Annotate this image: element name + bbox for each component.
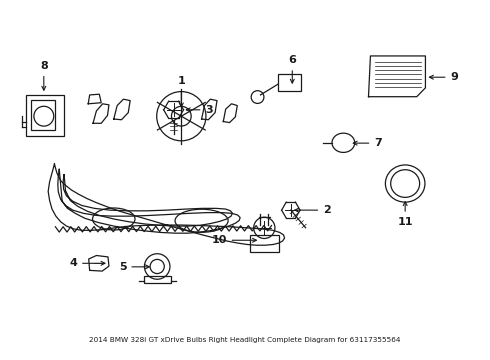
Polygon shape (89, 256, 109, 271)
Bar (278, 74, 301, 91)
Text: 5: 5 (119, 262, 149, 272)
Polygon shape (114, 99, 130, 120)
Text: 11: 11 (397, 202, 413, 227)
Polygon shape (88, 94, 101, 104)
Text: 2: 2 (295, 205, 331, 215)
Polygon shape (201, 99, 217, 120)
Text: 8: 8 (40, 61, 48, 90)
Text: 2014 BMW 328i GT xDrive Bulbs Right Headlight Complete Diagram for 63117355564: 2014 BMW 328i GT xDrive Bulbs Right Head… (89, 337, 401, 343)
Text: 3: 3 (186, 105, 213, 115)
Polygon shape (223, 104, 237, 122)
Text: 6: 6 (288, 55, 296, 83)
Polygon shape (368, 56, 425, 97)
Text: 10: 10 (211, 235, 256, 245)
Text: 4: 4 (69, 258, 105, 268)
Text: 9: 9 (429, 72, 458, 82)
Text: 1: 1 (177, 76, 185, 107)
Text: 7: 7 (353, 138, 382, 148)
Bar (26, 95, 64, 136)
Bar (31, 100, 55, 130)
Bar (144, 276, 171, 283)
Polygon shape (93, 104, 109, 123)
Bar (250, 235, 279, 252)
